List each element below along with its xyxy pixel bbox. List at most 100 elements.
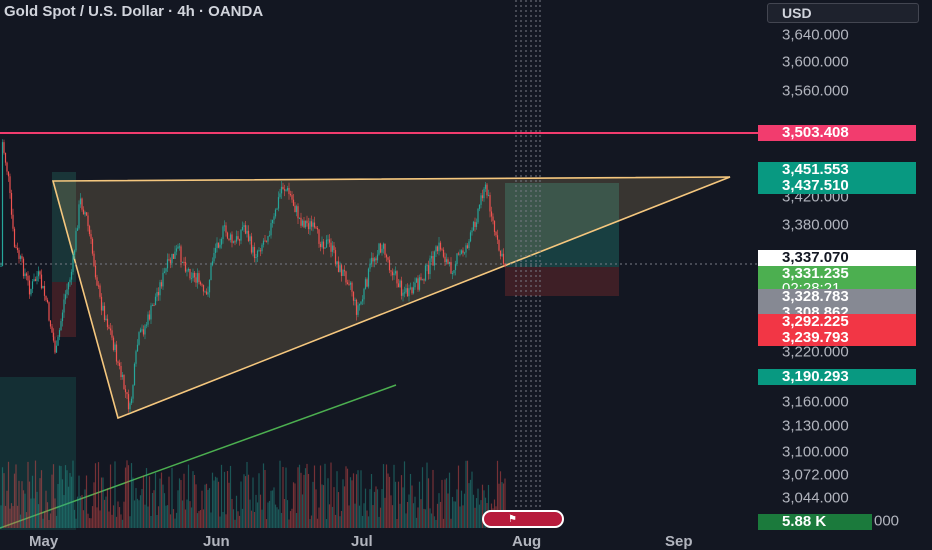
currency-button[interactable]: USD: [767, 3, 919, 23]
volume-bar: [270, 490, 272, 528]
candle-body: [97, 285, 100, 287]
candle-body: [376, 254, 379, 261]
volume-bar: [123, 501, 125, 528]
candle-body: [331, 245, 334, 252]
candle-body: [171, 253, 173, 264]
candle-body: [39, 271, 41, 275]
time-label: Jun: [203, 533, 230, 550]
volume-bar: [292, 482, 295, 528]
candle-body: [259, 250, 262, 252]
volume-bar: [24, 493, 26, 528]
volume-bar: [328, 504, 331, 528]
candle-body: [232, 241, 235, 243]
candle-body: [304, 220, 307, 228]
volume-bar: [499, 471, 502, 528]
candle-body: [63, 299, 65, 313]
volume-bar: [321, 484, 323, 528]
candle-body: [364, 279, 367, 289]
volume-bar: [399, 503, 401, 528]
candle-body: [478, 204, 481, 209]
volume-bar: [460, 490, 463, 528]
candle-body: [483, 188, 485, 199]
volume-bar: [18, 480, 20, 528]
candle-body: [222, 226, 224, 240]
candle-body: [454, 263, 457, 271]
volume-bar: [25, 512, 28, 528]
volume-bar: [343, 486, 346, 528]
candle-body: [361, 299, 364, 302]
volume-bar: [369, 489, 371, 528]
candle-body: [231, 234, 233, 243]
volume-bar: [69, 473, 71, 528]
candle-body: [246, 230, 248, 234]
volume-bar: [396, 519, 398, 528]
candle-body: [280, 186, 283, 194]
volume-bar: [415, 517, 418, 528]
volume-bar: [246, 461, 248, 528]
candle-body: [382, 243, 385, 249]
symbol-title[interactable]: Gold Spot / U.S. Dollar · 4h · OANDA: [4, 3, 264, 20]
candle-body: [393, 273, 395, 276]
volume-bar: [454, 501, 457, 528]
candle-body: [225, 225, 227, 233]
candle-body: [207, 292, 209, 295]
volume-bar: [462, 505, 464, 528]
candle-body: [136, 344, 139, 352]
green-trend-line[interactable]: [0, 384, 397, 529]
price-axis[interactable]: 3,640.000 3,600.000 3,560.000 3,420.000 …: [758, 0, 932, 550]
volume-bar: [234, 519, 236, 528]
candle-body: [499, 250, 502, 257]
volume-bar: [276, 507, 278, 528]
candle-body: [202, 285, 205, 292]
volume-bar: [70, 476, 73, 528]
position-short-right: [505, 267, 619, 296]
volume-bar: [114, 461, 116, 528]
volume-badge: 5.88 K: [758, 514, 872, 530]
candle-body: [237, 236, 239, 240]
volume-bar: [408, 494, 410, 528]
volume-bar: [385, 464, 388, 528]
candle-body: [81, 198, 83, 210]
volume-bar: [294, 483, 296, 528]
candle-body: [447, 259, 449, 264]
volume-bar: [259, 494, 262, 528]
candle-body: [300, 217, 302, 226]
volume-bar: [496, 460, 499, 528]
candle-body: [84, 212, 86, 215]
candle-body: [141, 329, 143, 331]
volume-bar: [0, 505, 2, 528]
candle-body: [418, 277, 421, 290]
candle-body: [465, 245, 467, 253]
volume-bar: [165, 505, 167, 528]
candle-body: [408, 288, 410, 297]
last-price-badge: 3,331.235: [758, 266, 916, 282]
candle-body: [7, 171, 10, 177]
position-long-right: [505, 183, 619, 267]
candle-body: [367, 268, 370, 287]
candle-body: [1, 142, 4, 266]
economic-event-button[interactable]: ⚑: [482, 510, 564, 528]
candle-body: [4, 152, 7, 163]
candle-body: [328, 239, 331, 243]
volume-bar: [390, 495, 392, 528]
volume-bar: [424, 509, 427, 528]
candle-body: [375, 258, 377, 261]
chart-canvas[interactable]: [0, 0, 758, 530]
resistance-price-badge: 3,503.408: [758, 125, 916, 141]
candle-body: [250, 236, 253, 253]
time-axis[interactable]: May Jun Jul Aug Sep: [0, 530, 758, 550]
volume-bar: [231, 498, 233, 528]
volume-bar: [306, 463, 308, 528]
volume-bar: [250, 510, 253, 528]
candle-body: [429, 258, 431, 275]
candle-body: [498, 239, 500, 251]
candle-body: [186, 270, 188, 272]
volume-bar: [189, 501, 191, 528]
volume-bar: [138, 500, 140, 528]
volume-bar: [331, 506, 334, 528]
volume-bar: [120, 514, 122, 528]
triangle-pattern[interactable]: [51, 176, 731, 420]
candle-body: [54, 340, 56, 353]
volume-bar: [181, 500, 184, 528]
entry-price-badge: 3,337.070: [758, 250, 916, 266]
